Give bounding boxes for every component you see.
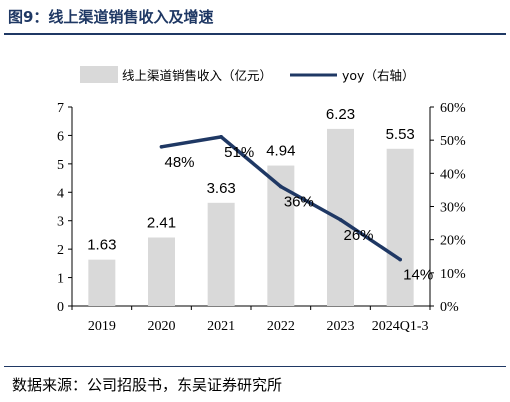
bar-value-label: 3.63 [207, 180, 236, 197]
line-value-label: 51% [224, 144, 254, 161]
line-point [159, 145, 164, 149]
left-axis-tick-label: 5 [57, 158, 64, 173]
right-axis-tick-label: 20% [440, 234, 466, 249]
line-segment [219, 135, 283, 189]
left-axis-tick-label: 6 [57, 129, 64, 144]
left-axis-tick-label: 1 [57, 272, 64, 287]
bar [148, 237, 175, 306]
line-series [159, 135, 402, 262]
bar [88, 259, 116, 306]
left-axis-tick-label: 4 [57, 186, 64, 201]
source-divider [4, 366, 506, 367]
line-value-label: 48% [164, 154, 194, 171]
line-segment [279, 184, 343, 222]
legend-bar-swatch [80, 66, 118, 83]
x-axis-tick-label: 2020 [148, 319, 176, 334]
left-axis-tick-label: 2 [57, 243, 64, 258]
line-value-label: 14% [403, 267, 433, 284]
title-divider [4, 33, 506, 35]
legend-bar-label: 线上渠道销售收入（亿元） [122, 68, 272, 83]
bar [207, 202, 235, 306]
right-axis-tick-label: 40% [440, 167, 466, 182]
line-point [338, 217, 343, 222]
x-axis-tick-label: 2022 [267, 319, 295, 334]
left-axis-tick-label: 7 [57, 101, 64, 116]
right-axis-tick-label: 0% [440, 300, 459, 315]
bar-series [88, 128, 414, 306]
right-axis-tick-label: 10% [440, 267, 466, 282]
bar-value-label: 4.94 [266, 143, 295, 160]
x-axis-tick-label: 2021 [207, 319, 235, 334]
x-axis-tick-label: 2019 [88, 319, 116, 334]
right-axis-tick-label: 30% [440, 201, 466, 216]
bar [386, 148, 414, 306]
data-labels: 1.63 2.41 3.63 4.94 6.23 5.53 48% 51% 36% 26% 14% [87, 106, 433, 284]
line-value-label: 26% [343, 227, 373, 244]
line-point [219, 135, 223, 139]
bar-value-label: 1.63 [87, 237, 116, 254]
bar-value-label: 5.53 [386, 126, 415, 143]
legend-line-label: yoy（右轴） [342, 68, 414, 83]
right-axis-tick-label: 60% [440, 101, 466, 116]
x-axis-tick-label: 2023 [327, 319, 355, 334]
line-value-label: 36% [284, 194, 314, 211]
left-axis-tick-label: 0 [57, 300, 64, 315]
bar-value-label: 6.23 [326, 106, 355, 123]
left-axis-tick-label: 3 [57, 215, 64, 230]
bar-value-label: 2.41 [147, 214, 176, 231]
line-point [279, 184, 283, 189]
source-note: 数据来源：公司招股书，东吴证券研究所 [12, 376, 283, 394]
bar [267, 165, 295, 306]
bar [327, 128, 354, 306]
right-axis-tick-label: 50% [440, 134, 466, 149]
x-axis-tick-label: 2024Q1-3 [372, 319, 429, 334]
line-point [398, 257, 402, 262]
chart-axes: 0 1 2 3 4 5 6 7 0% 10% 20% 30% 40% 50% 60% 2019 2020 2021… [57, 101, 466, 334]
line-segment [338, 218, 402, 262]
chart-legend: 线上渠道销售收入（亿元） yoy（右轴） [80, 66, 414, 83]
figure-title: 图9：线上渠道销售收入及增速 [8, 8, 214, 26]
line-segment [159, 135, 223, 149]
